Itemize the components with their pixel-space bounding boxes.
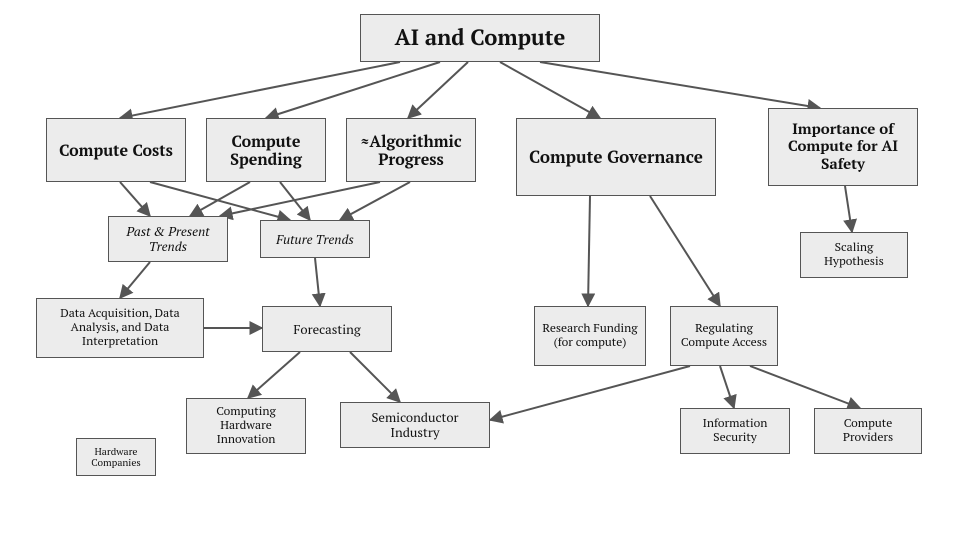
node-future: Future Trends: [260, 220, 370, 258]
edge-gov-to-regulate: [650, 196, 720, 306]
edge-root-to-safety: [540, 62, 820, 108]
edge-past-to-data: [120, 262, 150, 298]
edge-safety-to-scaling: [845, 186, 852, 232]
node-data: Data Acquisition, Data Analysis, and Dat…: [36, 298, 204, 358]
node-hwinnov: Computing Hardware Innovation: [186, 398, 306, 454]
edge-costs-to-past: [120, 182, 150, 216]
edge-algo-to-future: [340, 182, 410, 220]
node-providers: Compute Providers: [814, 408, 922, 454]
edge-root-to-gov: [500, 62, 600, 118]
node-gov: Compute Governance: [516, 118, 716, 196]
node-scaling: Scaling Hypothesis: [800, 232, 908, 278]
edge-spending-to-past: [190, 182, 250, 216]
edge-regulate-to-infosec: [720, 366, 734, 408]
node-forecasting: Forecasting: [262, 306, 392, 352]
edge-forecasting-to-hwinnov: [248, 352, 300, 398]
edge-root-to-algo: [408, 62, 468, 118]
edge-costs-to-future: [150, 182, 290, 220]
edge-future-to-forecasting: [315, 258, 320, 306]
node-semi: Semiconductor Industry: [340, 402, 490, 448]
edge-root-to-spending: [266, 62, 440, 118]
node-infosec: Information Security: [680, 408, 790, 454]
node-safety: Importance of Compute for AI Safety: [768, 108, 918, 186]
node-funding: Research Funding (for compute): [534, 306, 646, 366]
node-root: AI and Compute: [360, 14, 600, 62]
node-regulate: Regulating Compute Access: [670, 306, 778, 366]
node-costs: Compute Costs: [46, 118, 186, 182]
node-algo: ≈Algorithmic Progress: [346, 118, 476, 182]
edge-spending-to-future: [280, 182, 310, 220]
node-hwco: Hardware Companies: [76, 438, 156, 476]
node-past: Past & Present Trends: [108, 216, 228, 262]
edge-root-to-costs: [120, 62, 400, 118]
edge-regulate-to-semi: [490, 366, 690, 420]
edge-regulate-to-providers: [750, 366, 860, 408]
node-spending: Compute Spending: [206, 118, 326, 182]
edge-forecasting-to-semi: [350, 352, 400, 402]
edge-gov-to-funding: [588, 196, 590, 306]
edge-algo-to-past: [220, 182, 380, 216]
